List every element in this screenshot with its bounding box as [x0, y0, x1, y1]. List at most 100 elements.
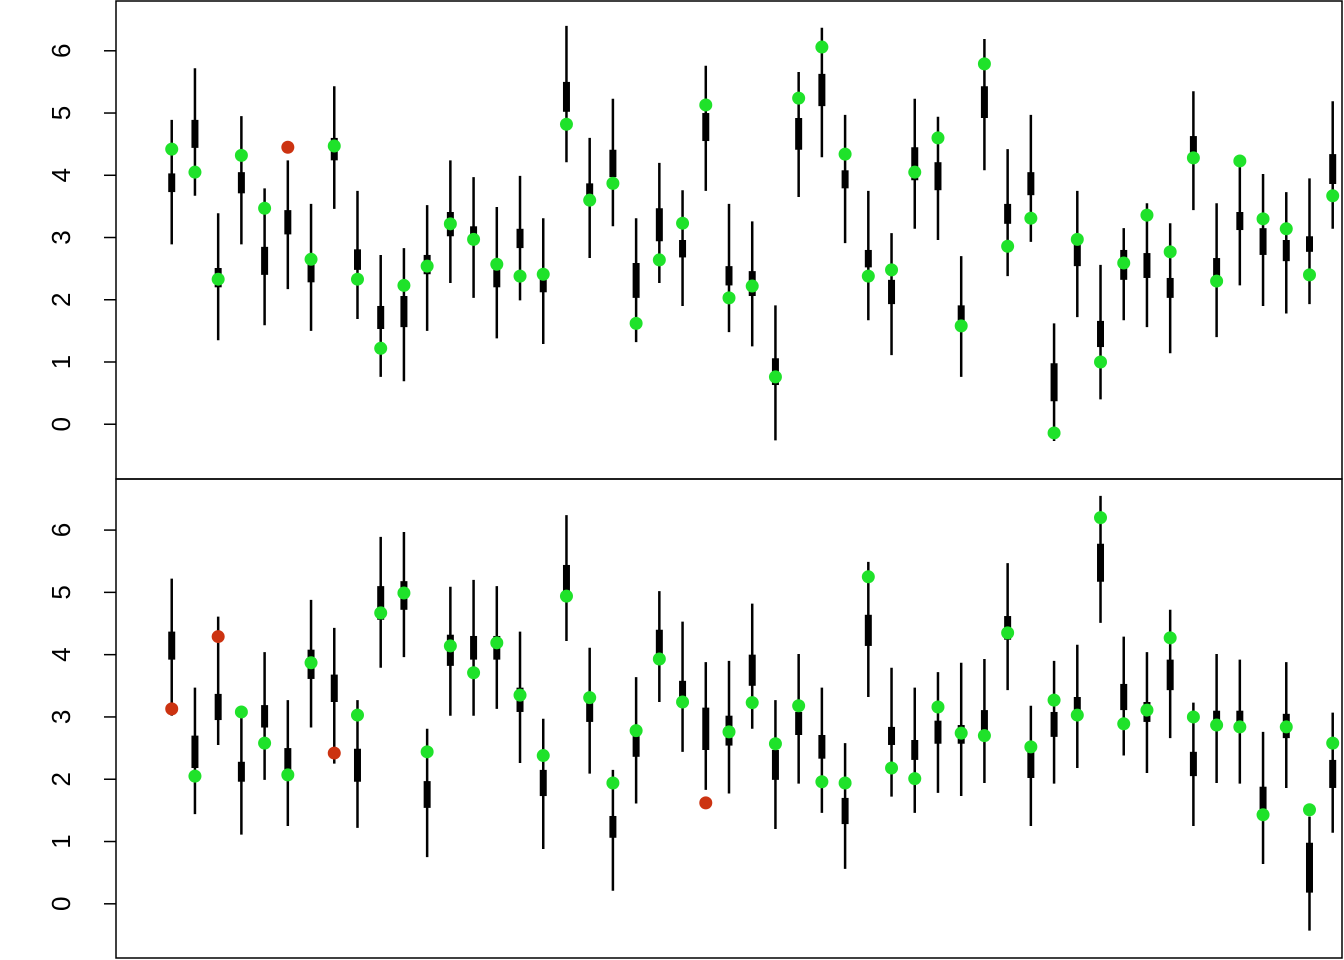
point — [536, 749, 550, 763]
point — [258, 201, 272, 215]
point — [1047, 693, 1061, 707]
point — [1210, 274, 1224, 288]
point — [1117, 717, 1131, 731]
point — [1001, 626, 1015, 640]
y-tick-label: 4 — [46, 168, 76, 182]
point — [467, 666, 481, 680]
y-tick-label: 2 — [46, 293, 76, 307]
point — [977, 57, 991, 71]
point — [304, 252, 318, 266]
point — [165, 142, 179, 156]
point — [374, 606, 388, 620]
point — [861, 269, 875, 283]
point — [1326, 736, 1340, 750]
y-tick-label: 6 — [46, 523, 76, 537]
point — [908, 772, 922, 786]
point — [397, 278, 411, 292]
y-tick-label: 5 — [46, 106, 76, 120]
point — [559, 117, 573, 131]
point — [374, 341, 388, 355]
point — [815, 775, 829, 789]
point — [467, 232, 481, 246]
point — [443, 217, 457, 231]
point — [931, 700, 945, 714]
point — [165, 702, 179, 716]
point — [1256, 212, 1270, 226]
point — [490, 636, 504, 650]
point — [699, 796, 713, 810]
point — [350, 708, 364, 722]
point — [1186, 710, 1200, 724]
y-tick-label: 1 — [46, 834, 76, 848]
point — [768, 737, 782, 751]
point — [583, 193, 597, 207]
point — [1279, 720, 1293, 734]
point — [513, 688, 527, 702]
point — [188, 165, 202, 179]
point — [1024, 740, 1038, 754]
point — [304, 656, 318, 670]
point — [792, 91, 806, 105]
point — [1302, 803, 1316, 817]
point — [908, 165, 922, 179]
y-tick-label: 2 — [46, 772, 76, 786]
point — [258, 736, 272, 750]
point — [954, 319, 968, 333]
point — [420, 259, 434, 273]
point — [722, 725, 736, 739]
point — [838, 147, 852, 161]
point — [513, 269, 527, 283]
point — [954, 726, 968, 740]
panel-frame — [115, 478, 1343, 959]
point — [1163, 631, 1177, 645]
point — [350, 272, 364, 286]
point — [1070, 232, 1084, 246]
point — [536, 267, 550, 281]
y-tick-label: 5 — [46, 585, 76, 599]
point — [188, 769, 202, 783]
point — [281, 140, 295, 154]
point — [1233, 720, 1247, 734]
point — [606, 176, 620, 190]
point — [606, 776, 620, 790]
point — [815, 40, 829, 54]
point — [885, 263, 899, 277]
point — [1024, 211, 1038, 225]
point — [1117, 256, 1131, 270]
point — [211, 272, 225, 286]
y-tick-label: 4 — [46, 647, 76, 661]
y-tick-label: 3 — [46, 710, 76, 724]
point — [629, 316, 643, 330]
y-tick-label: 0 — [46, 897, 76, 911]
point — [652, 253, 666, 267]
point — [1256, 808, 1270, 822]
point — [838, 776, 852, 790]
y-tick-label: 0 — [46, 417, 76, 431]
point — [745, 279, 759, 293]
point — [652, 652, 666, 666]
point — [885, 761, 899, 775]
point — [211, 630, 225, 644]
point — [1326, 189, 1340, 203]
y-tick-label: 3 — [46, 230, 76, 244]
point — [559, 589, 573, 603]
point — [420, 745, 434, 759]
point — [676, 216, 690, 230]
point — [1047, 426, 1061, 440]
point — [397, 586, 411, 600]
point — [281, 768, 295, 782]
point — [1094, 511, 1108, 525]
point — [629, 724, 643, 738]
point — [676, 695, 690, 709]
point — [768, 370, 782, 384]
point — [1302, 268, 1316, 282]
point — [792, 699, 806, 713]
point — [1233, 154, 1247, 168]
point — [327, 746, 341, 760]
point — [234, 148, 248, 162]
y-tick-label: 1 — [46, 355, 76, 369]
point — [745, 696, 759, 710]
point — [1279, 222, 1293, 236]
